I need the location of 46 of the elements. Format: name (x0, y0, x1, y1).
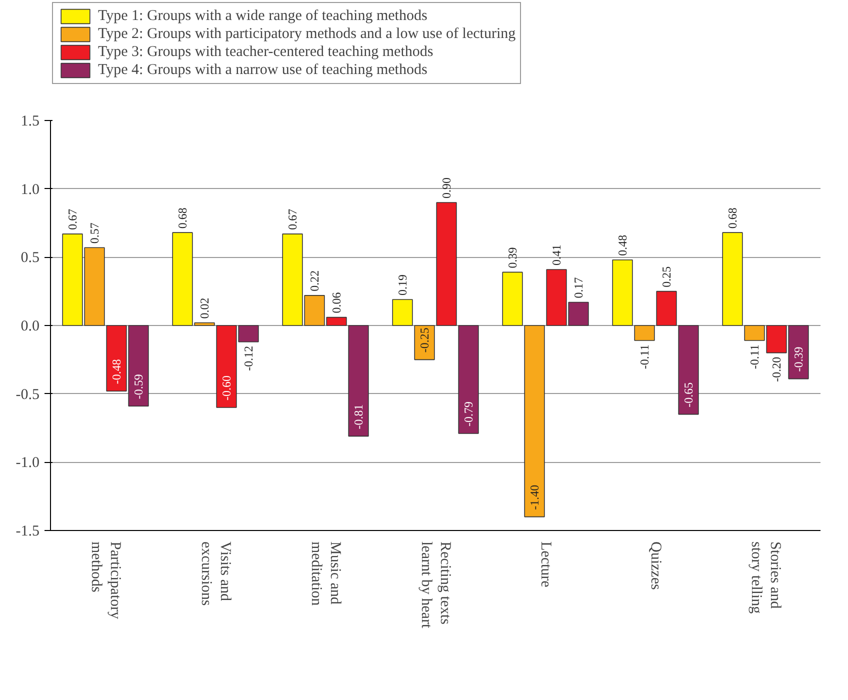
data-label: 0.48 (616, 234, 630, 256)
y-tick-label: 0.5 (20, 250, 40, 266)
y-tick-label: -1.0 (16, 455, 40, 472)
data-label: 0.06 (330, 292, 344, 314)
y-tick-label: -1.5 (16, 524, 40, 540)
x-tick-label: Participatory methods (88, 542, 124, 620)
data-label: 0.17 (572, 277, 586, 298)
x-tick-label: Quizzes (648, 542, 664, 590)
legend-label: Type 3: Groups with teacher-centered teaching methods (98, 43, 434, 61)
data-label: 0.67 (66, 208, 80, 230)
data-label: 0.02 (198, 298, 212, 319)
x-tick-label: Stories and story telling (748, 542, 784, 614)
data-label: 0.25 (660, 266, 674, 288)
data-label: -1.40 (528, 484, 542, 510)
data-label: -0.12 (242, 346, 256, 371)
data-label: 0.90 (440, 178, 454, 198)
data-label: -0.79 (462, 401, 476, 426)
x-tick-label: Lecture (538, 542, 554, 588)
y-tick-label: 1.5 (20, 114, 40, 130)
data-label: 0.68 (726, 208, 740, 229)
data-label: -0.48 (110, 359, 124, 384)
data-label: -0.25 (418, 328, 432, 353)
data-label: 0.41 (550, 244, 564, 266)
data-label: -0.81 (352, 404, 366, 430)
data-label: 0.39 (506, 247, 520, 268)
data-label: -0.20 (770, 356, 784, 382)
y-tick-label: 1.0 (20, 182, 40, 198)
data-label: 0.68 (176, 208, 190, 229)
data-label: 0.67 (286, 208, 300, 230)
legend-label: Type 4: Groups with a narrow use of teaching methods (98, 61, 428, 79)
y-tick-label: -0.5 (16, 386, 40, 403)
data-label: 0.57 (88, 222, 102, 244)
data-label: -0.60 (220, 376, 234, 400)
data-label: -0.65 (682, 382, 696, 408)
data-label: -0.11 (638, 344, 652, 370)
legend-label: Type 2: Groups with participatory methods and a low use of lecturing (98, 25, 516, 43)
data-label: 0.22 (308, 270, 322, 292)
x-tick-label: Visits and excursions (198, 542, 234, 606)
data-label: -0.59 (132, 374, 146, 400)
x-tick-label: Reciting texts learnt by heart (418, 542, 454, 629)
legend-label: Type 1: Groups with a wide range of teaching methods (98, 7, 428, 25)
y-tick-label: 0.0 (20, 318, 40, 334)
data-label: -0.39 (792, 346, 806, 372)
data-label: 0.19 (396, 274, 410, 296)
x-tick-label: Music and meditation (308, 542, 344, 606)
data-label: -0.11 (748, 344, 762, 370)
